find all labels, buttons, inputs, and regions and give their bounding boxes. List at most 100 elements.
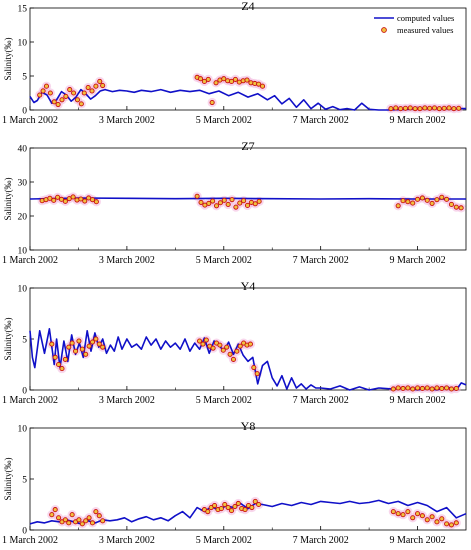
- measured-point: [259, 83, 266, 89]
- measured-point: [49, 341, 55, 347]
- measured-point: [59, 97, 65, 103]
- x-tick-label: 5 March 2002: [196, 255, 252, 266]
- measured-point: [431, 105, 438, 111]
- measured-point: [439, 516, 445, 522]
- measured-point: [213, 80, 219, 86]
- measured-point: [241, 198, 247, 204]
- measured-point: [89, 339, 96, 345]
- legend-measured-swatch: [381, 27, 387, 33]
- measured-point: [234, 348, 240, 354]
- measured-point: [37, 92, 43, 98]
- measured-point: [254, 371, 260, 377]
- measured-point: [56, 515, 62, 521]
- measured-point: [62, 356, 68, 362]
- measured-point: [439, 194, 445, 200]
- measured-point: [83, 518, 89, 524]
- measured-point: [52, 354, 58, 360]
- measured-point: [212, 502, 218, 509]
- measured-point: [400, 198, 406, 204]
- measured-point: [81, 90, 87, 96]
- y-tick-label: 15: [18, 5, 28, 15]
- measured-point: [78, 196, 84, 202]
- measured-point: [93, 509, 99, 515]
- measured-point: [434, 519, 440, 525]
- measured-point: [448, 201, 455, 207]
- measured-point: [434, 197, 440, 203]
- measured-point: [217, 342, 223, 348]
- x-tick-label: 7 March 2002: [293, 395, 349, 406]
- measured-point: [422, 105, 428, 111]
- measured-point: [233, 204, 239, 210]
- measured-point: [407, 105, 413, 111]
- x-tick-label: 5 March 2002: [196, 395, 252, 406]
- measured-point: [100, 82, 106, 89]
- measured-point: [388, 106, 394, 112]
- measured-point: [410, 386, 416, 392]
- measured-point: [405, 199, 411, 205]
- measured-point: [227, 351, 233, 357]
- measured-point: [441, 105, 447, 111]
- measured-point: [197, 76, 204, 82]
- x-tick-label: 3 March 2002: [99, 535, 155, 546]
- chart-panel-y4: Y4 Salinity(‰) 0 5 10 1 March 2002 3 March 200…: [2, 279, 467, 406]
- measured-point: [390, 509, 396, 515]
- measured-point: [51, 99, 57, 105]
- y-tick-label: 10: [18, 285, 28, 295]
- measured-point: [63, 93, 69, 99]
- measured-point: [400, 512, 406, 518]
- measured-point: [230, 356, 237, 362]
- y-axis-label: Salinity(‰): [3, 458, 13, 501]
- measured-point: [93, 199, 99, 205]
- y-tick-label: 5: [22, 336, 27, 346]
- measured-point: [434, 385, 440, 391]
- measured-point: [400, 385, 406, 392]
- measured-point: [395, 385, 401, 391]
- measured-point: [429, 514, 435, 520]
- measured-point: [429, 200, 435, 206]
- y-tick-label: 0: [22, 527, 27, 537]
- measured-point: [453, 385, 459, 392]
- measured-point: [210, 198, 216, 204]
- measured-point: [224, 344, 230, 350]
- measured-point: [453, 520, 459, 526]
- measured-point: [78, 101, 84, 107]
- measured-point: [393, 105, 399, 111]
- y-tick-label: 10: [18, 39, 28, 49]
- measured-point: [200, 341, 206, 347]
- measured-point: [424, 385, 430, 391]
- measured-point: [67, 87, 73, 93]
- chart-panel-z7: Z7 Salinity(‰) 10 20 30 40 1 March 2002 3 March…: [2, 139, 467, 266]
- measured-point: [225, 505, 231, 511]
- legend-measured-label: measured values: [397, 25, 453, 35]
- measured-point: [410, 515, 416, 521]
- y-tick-label: 0: [22, 107, 27, 117]
- computed-series-line: [29, 197, 466, 200]
- measured-point: [58, 196, 65, 202]
- y-tick-label: 10: [18, 247, 28, 257]
- measured-point: [69, 340, 75, 346]
- measured-point: [256, 81, 262, 87]
- x-tick-label: 5 March 2002: [196, 115, 252, 126]
- measured-point: [221, 197, 227, 203]
- plot-frame: [29, 7, 467, 111]
- measured-point: [89, 520, 96, 526]
- measured-point: [47, 195, 53, 201]
- chart-panel-y8: Y8 Salinity(‰) 0 5 10 1 March 2002 3 March 200…: [2, 419, 467, 546]
- legend-computed-label: computed values: [397, 13, 454, 23]
- measured-point: [458, 205, 464, 211]
- measured-point: [444, 521, 450, 527]
- measured-point: [237, 343, 243, 349]
- x-tick-label: 1 March 2002: [2, 255, 58, 266]
- x-tick-label: 7 March 2002: [293, 535, 349, 546]
- y-tick-label: 5: [22, 476, 27, 486]
- measured-point: [405, 385, 411, 391]
- measured-point: [203, 337, 209, 343]
- measured-point: [229, 197, 235, 203]
- measured-point: [197, 338, 203, 344]
- x-tick-label: 9 March 2002: [390, 255, 446, 266]
- measured-point: [79, 346, 85, 352]
- legend: computed values measured values: [374, 13, 454, 35]
- measured-point: [444, 385, 450, 391]
- measured-point: [221, 76, 227, 82]
